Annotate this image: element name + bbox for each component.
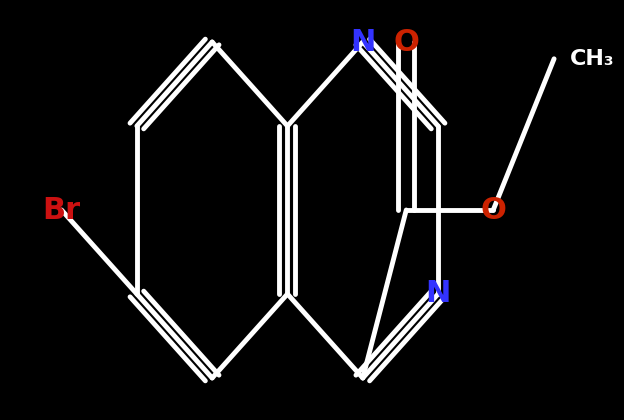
Text: O: O [393, 27, 419, 57]
Text: Br: Br [42, 195, 80, 225]
Text: O: O [480, 195, 506, 225]
Text: CH₃: CH₃ [570, 49, 614, 69]
Text: N: N [350, 27, 376, 57]
Text: N: N [426, 279, 451, 309]
